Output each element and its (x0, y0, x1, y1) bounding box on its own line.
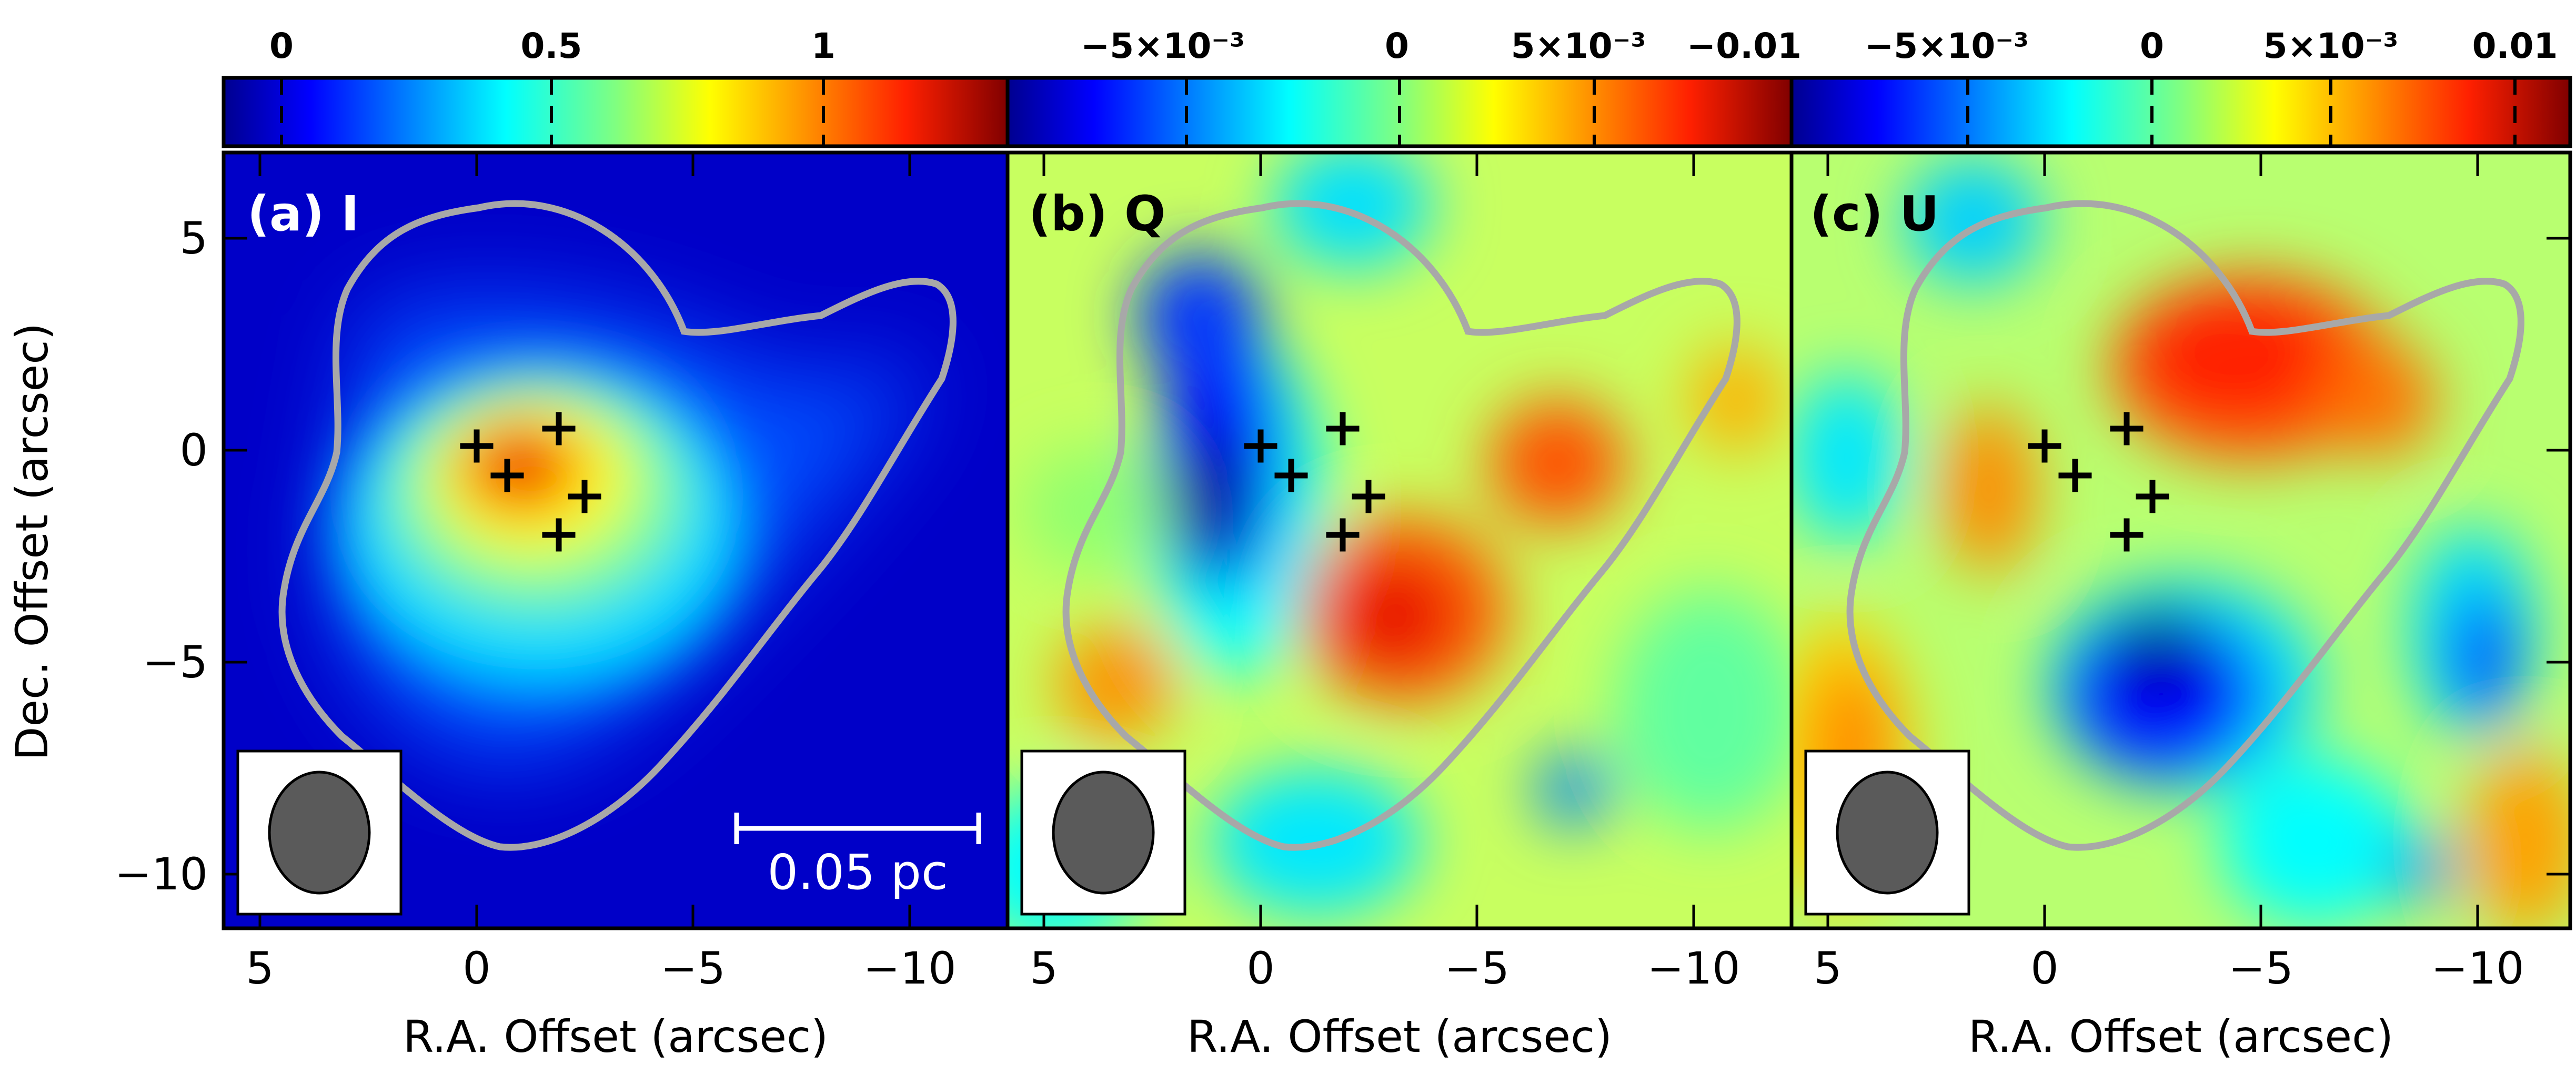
colorbar-b-tick-1: 0 (1385, 26, 1409, 66)
colorbar-b-tick-0: −5×10⁻³ (1081, 26, 1245, 66)
x-tick-label: −10 (863, 943, 956, 994)
x-tick-label: 5 (1030, 943, 1058, 994)
panel-c-label: (c) U (1810, 186, 1939, 242)
colorbar-a-tick-1: 0.5 (521, 26, 582, 66)
y-tick-label: 0 (180, 424, 208, 476)
colorbar-c-tick-2: 0 (2140, 26, 2164, 66)
y-tick-label: −10 (115, 848, 208, 900)
colorbar-b-tick-2: 5×10⁻³ (1511, 26, 1646, 66)
colorbar-c-tick-4: 0.01 (2472, 26, 2558, 66)
x-tick-label: −10 (1647, 943, 1740, 994)
y-tick-label: 5 (180, 212, 208, 264)
beam-box-b (1020, 749, 1186, 916)
colorbar-a-tick-2: 1 (811, 26, 836, 66)
x-tick-label: 0 (2030, 943, 2058, 994)
colorbar-a: 0 0.5 1 (222, 26, 1010, 148)
x-tick-label: 0 (1246, 943, 1274, 994)
panel-b-label: (b) Q (1029, 186, 1165, 242)
x-axis-title-a: R.A. Offset (arcsec) (403, 1011, 828, 1062)
panel-a-label: (a) I (247, 186, 359, 242)
x-axis-title-b: R.A. Offset (arcsec) (1187, 1011, 1612, 1062)
beam-box-a (236, 749, 402, 916)
colorbar-c-tick-0: −0.01 (1687, 26, 1802, 66)
x-tick-label: 5 (246, 943, 274, 994)
panel-frames (222, 150, 2572, 930)
x-tick-label: 5 (1814, 943, 1842, 994)
x-axis-title-c: R.A. Offset (arcsec) (1968, 1011, 2393, 1062)
y-axis-title: Dec. Offset (arcsec) (6, 323, 58, 761)
scale-bar: 0.05 pc (734, 813, 981, 900)
beam-box-c (1804, 749, 1970, 916)
colorbar-c-tick-3: 5×10⁻³ (2263, 26, 2399, 66)
colorbar-c-tick-1: −5×10⁻³ (1865, 26, 2029, 66)
x-tick-label: −5 (660, 943, 726, 994)
scale-bar-label: 0.05 pc (767, 844, 948, 900)
x-tick-label: −5 (2228, 943, 2293, 994)
x-tick-label: 0 (462, 943, 490, 994)
x-tick-label: −10 (2431, 943, 2524, 994)
y-tick-label: −5 (143, 636, 208, 688)
colorbar-a-tick-0: 0 (269, 26, 294, 66)
x-tick-label: −5 (1444, 943, 1510, 994)
colorbar-c: −0.01 −5×10⁻³ 0 5×10⁻³ 0.01 (1687, 26, 2572, 148)
